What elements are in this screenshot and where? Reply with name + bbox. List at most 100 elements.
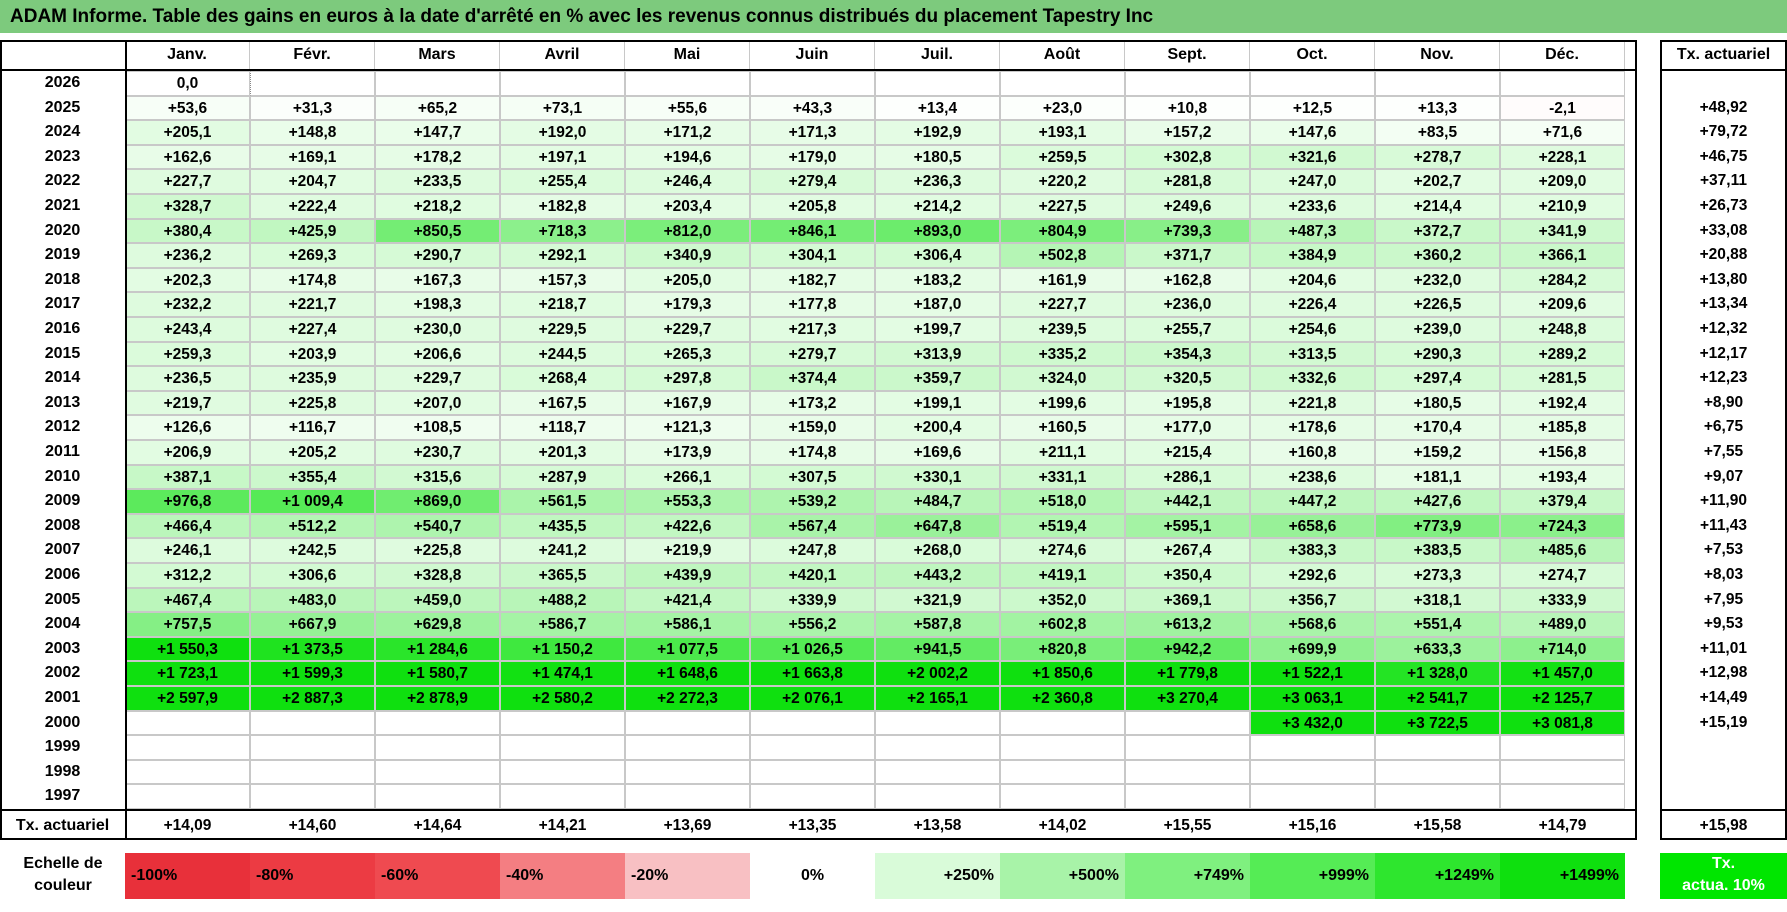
table-cell: +247,0 <box>1250 169 1375 194</box>
table-cell: +3 432,0 <box>1250 710 1375 736</box>
table-cell: +236,3 <box>875 169 1000 194</box>
table-cell: +568,6 <box>1250 612 1375 637</box>
table-cell: +2 360,8 <box>1000 686 1125 711</box>
table-cell: +2 165,1 <box>875 686 1000 711</box>
table-cell: +439,9 <box>625 563 750 588</box>
table-cell <box>1000 71 1125 96</box>
table-cell: +239,5 <box>1000 317 1125 342</box>
tx-cell: +13,80 <box>1699 270 1748 288</box>
table-cell: +210,9 <box>1500 194 1625 219</box>
table-cell <box>250 784 375 809</box>
table-cell: +179,0 <box>750 144 875 170</box>
table-cell <box>125 784 250 809</box>
table-cell: +383,5 <box>1375 538 1500 563</box>
table-cell: +227,7 <box>125 169 250 194</box>
table-cell <box>375 71 500 96</box>
table-cell: +1 663,8 <box>750 661 875 686</box>
table-cell: +512,2 <box>250 513 375 539</box>
table-cell: +174,8 <box>250 267 375 293</box>
color-scale-swatch: -40% <box>500 853 625 899</box>
header-divider <box>0 69 1637 71</box>
year-label: 2012 <box>44 418 81 436</box>
year-label: 1999 <box>44 738 81 756</box>
table-cell: +321,9 <box>875 587 1000 613</box>
color-scale-swatch: -100% <box>125 853 250 899</box>
table-cell: +313,9 <box>875 341 1000 367</box>
year-label: 2001 <box>44 689 81 706</box>
table-cell: +227,7 <box>1000 292 1125 317</box>
table-cell: +160,5 <box>1000 415 1125 440</box>
table-cell: +2 887,3 <box>250 686 375 711</box>
table-cell <box>1375 735 1500 760</box>
table-cell: +233,5 <box>375 169 500 194</box>
table-cell: +352,0 <box>1000 587 1125 613</box>
table-cell <box>500 735 625 760</box>
year-label: 2014 <box>44 369 81 387</box>
table-cell: +167,9 <box>625 390 750 416</box>
year-column-divider <box>125 40 127 840</box>
table-cell <box>125 759 250 785</box>
tx-cell: +7,95 <box>1703 590 1744 608</box>
table-cell: +1 580,7 <box>375 661 500 686</box>
table-cell <box>250 735 375 760</box>
table-cell: +321,6 <box>1250 144 1375 170</box>
table-cell: +2 597,9 <box>125 686 250 711</box>
table-cell: +489,0 <box>1500 612 1625 637</box>
table-cell: +236,2 <box>125 243 250 268</box>
table-cell: +194,6 <box>625 144 750 170</box>
table-cell: +31,3 <box>250 95 375 121</box>
table-cell: +226,5 <box>1375 292 1500 317</box>
table-cell: +227,5 <box>1000 194 1125 219</box>
table-cell: +205,0 <box>625 267 750 293</box>
table-cell: +207,0 <box>375 390 500 416</box>
year-label: 2011 <box>45 443 80 460</box>
table-cell <box>1250 735 1375 760</box>
year-label: 2018 <box>44 270 81 288</box>
table-cell: +422,6 <box>625 513 750 539</box>
table-cell: +328,7 <box>125 194 250 219</box>
table-cell: +267,4 <box>1125 538 1250 563</box>
table-cell: +242,5 <box>250 538 375 563</box>
table-cell: +268,0 <box>875 538 1000 563</box>
table-cell <box>1375 759 1500 785</box>
table-cell: +893,0 <box>875 218 1000 244</box>
table-cell: +278,7 <box>1375 144 1500 170</box>
table-cell: +156,8 <box>1500 440 1625 465</box>
table-cell: +567,4 <box>750 513 875 539</box>
table-cell <box>1000 759 1125 785</box>
tx-cell <box>1660 735 1787 760</box>
table-cell: +268,4 <box>500 366 625 391</box>
table-cell: +205,8 <box>750 194 875 219</box>
table-cell: +739,3 <box>1125 218 1250 244</box>
table-cell: +116,7 <box>250 415 375 440</box>
table-cell: +1 457,0 <box>1500 661 1625 686</box>
table-cell: +279,7 <box>750 341 875 367</box>
table-cell: +118,7 <box>500 415 625 440</box>
table-cell: +466,4 <box>125 513 250 539</box>
month-header: Oct. <box>1250 40 1375 69</box>
table-cell: +199,1 <box>875 390 1000 416</box>
table-cell: +485,6 <box>1500 538 1625 563</box>
table-cell: +173,2 <box>750 390 875 416</box>
table-cell: +1 522,1 <box>1250 661 1375 686</box>
table-cell <box>750 759 875 785</box>
table-cell: +1 550,3 <box>125 636 250 662</box>
color-scale-swatch: -80% <box>250 853 375 899</box>
table-cell <box>1125 759 1250 785</box>
table-cell: +447,2 <box>1250 489 1375 514</box>
table-cell <box>1375 784 1500 809</box>
table-cell: +484,7 <box>875 489 1000 514</box>
table-cell: +239,0 <box>1375 317 1500 342</box>
table-cell: +248,8 <box>1500 317 1625 342</box>
tx-cell: +9,53 <box>1703 615 1744 633</box>
table-cell <box>375 710 500 736</box>
table-cell: +230,0 <box>375 317 500 342</box>
table-cell <box>500 759 625 785</box>
table-cell: +274,7 <box>1500 563 1625 588</box>
table-cell: +551,4 <box>1375 612 1500 637</box>
table-cell: +201,3 <box>500 440 625 465</box>
table-cell: +204,7 <box>250 169 375 194</box>
table-cell <box>1125 710 1250 736</box>
color-scale-label-line1: Echelle de <box>23 855 103 872</box>
table-cell: +350,4 <box>1125 563 1250 588</box>
